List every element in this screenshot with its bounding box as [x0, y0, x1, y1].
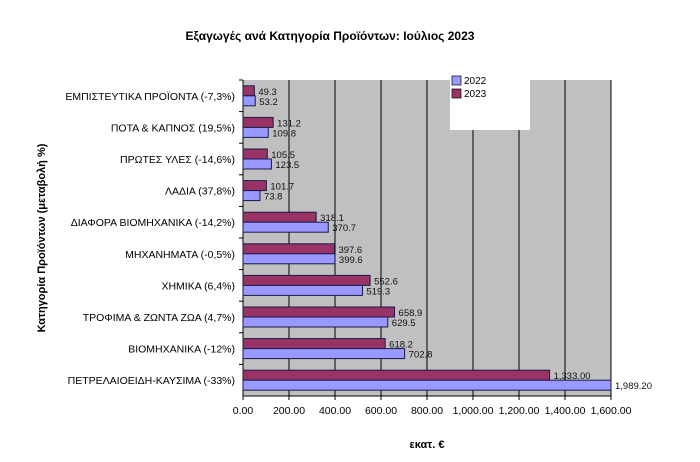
x-axis-label: εκατ. € — [410, 439, 445, 451]
x-tick-label: 1,600.00 — [591, 405, 632, 417]
category-label: ΠΕΤΡΕΛΑΙΟΕΙΔΗ-ΚΑΥΣΙΜΑ (-33%) — [68, 375, 235, 387]
data-label-2023: 552.6 — [374, 276, 398, 287]
category-label: ΤΡΟΦΙΜΑ & ΖΩΝΤΑ ΖΩΑ (4,7%) — [83, 312, 235, 324]
category-label: ΕΜΠΙΣΤΕΥΤΙΚΑ ΠΡΟΪΟΝΤΑ (-7,3%) — [65, 91, 235, 103]
bar-2023 — [242, 274, 371, 286]
x-tick-label: 800.00 — [411, 405, 443, 417]
data-label-2022: 370.7 — [332, 223, 356, 234]
data-label-2023: 1,333.00 — [554, 371, 591, 382]
category-label: ΧΗΜΙΚΑ (6,4%) — [161, 280, 235, 292]
legend-label-2022: 2022 — [464, 76, 487, 87]
bar-2023 — [242, 338, 386, 350]
data-label-2023: 658.9 — [399, 308, 423, 319]
bar-2022 — [242, 284, 363, 296]
x-tick-label: 1,200.00 — [499, 405, 540, 417]
bar-2023 — [242, 306, 396, 318]
data-label-2022: 123.5 — [275, 160, 299, 171]
y-axis-label: Κατηγορία Προϊόντων (μεταβολή %) — [36, 143, 48, 332]
bar-2022 — [242, 253, 336, 265]
bar-2022 — [242, 158, 272, 170]
data-label-2022: 519.3 — [366, 286, 390, 297]
data-label-2023: 101.7 — [270, 182, 294, 193]
bar-2023 — [242, 148, 268, 160]
data-label-2022: 399.6 — [339, 255, 363, 266]
category-label: ΠΟΤΑ & ΚΑΠΝΟΣ (19,5%) — [111, 122, 235, 134]
x-tick-label: 600.00 — [365, 405, 397, 417]
x-tick-label: 400.00 — [319, 405, 351, 417]
chart-title: Εξαγωγές ανά Κατηγορία Προϊόντων: Ιούλιο… — [186, 29, 475, 43]
bar-2022 — [242, 221, 329, 233]
x-tick-label: 200.00 — [273, 405, 305, 417]
data-label-2023: 318.1 — [320, 213, 344, 224]
data-label-2023: 131.2 — [277, 118, 301, 129]
bar-2023 — [242, 211, 317, 223]
legend: 2022 2023 — [450, 72, 530, 130]
data-label-2022: 109.8 — [272, 128, 296, 139]
bar-2023 — [242, 180, 267, 192]
category-label: ΠΡΩΤΕΣ ΥΛΕΣ (-14,6%) — [120, 154, 235, 166]
bar-2022 — [242, 379, 612, 391]
data-label-2022: 629.5 — [392, 318, 416, 329]
data-label-2023: 618.2 — [389, 340, 413, 351]
x-tick-label: 1,400.00 — [545, 405, 586, 417]
bar-2023 — [242, 243, 335, 255]
bar-2022 — [242, 190, 261, 202]
legend-label-2023: 2023 — [464, 89, 487, 100]
legend-swatch-2022 — [451, 75, 462, 86]
x-tick-label: 1,000.00 — [453, 405, 494, 417]
legend-swatch-2023 — [451, 88, 462, 99]
category-label: ΔΙΑΦΟΡΑ ΒΙΟΜΗΧΑΝΙΚΑ (-14,2%) — [71, 217, 235, 229]
data-label-2023: 397.6 — [338, 245, 362, 256]
bar-2022 — [242, 126, 269, 138]
bar-2023 — [242, 116, 274, 128]
data-label-2022: 73.8 — [264, 192, 283, 203]
bar-2023 — [242, 369, 551, 381]
x-tick-label: 0.00 — [233, 405, 254, 417]
bar-2023 — [242, 85, 255, 97]
data-label-2022: 53.2 — [259, 97, 278, 108]
bar-2022 — [242, 316, 389, 328]
category-label: ΛΑΔΙΑ (37,8%) — [165, 186, 235, 198]
data-label-2023: 105.5 — [271, 150, 295, 161]
data-label-2022: 702.8 — [409, 350, 433, 361]
legend-box — [450, 72, 530, 130]
bar-2022 — [242, 95, 256, 107]
category-label: ΜΗΧΑΝΗΜΑΤΑ (-0,5%) — [125, 249, 235, 261]
bar-2022 — [242, 348, 406, 360]
data-label-2023: 49.3 — [258, 87, 277, 98]
data-label-2022: 1,989.20 — [615, 381, 652, 392]
category-label: ΒΙΟΜΗΧΑΝΙΚΑ (-12%) — [128, 344, 235, 356]
